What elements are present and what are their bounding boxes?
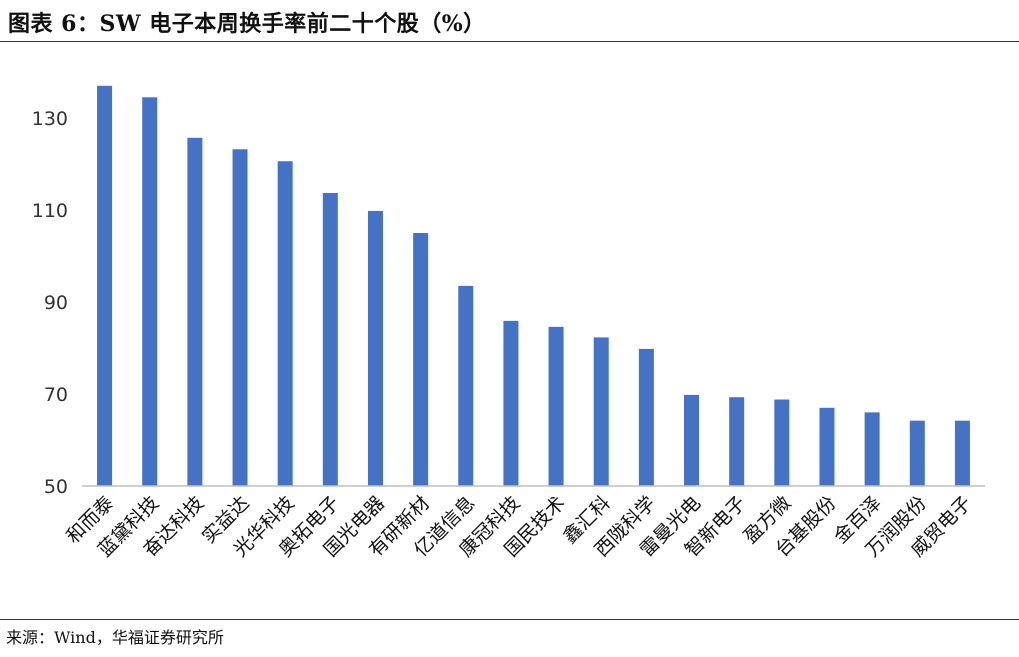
bar xyxy=(232,149,248,486)
bar xyxy=(819,407,835,486)
bar xyxy=(458,285,474,486)
y-tick-label: 90 xyxy=(44,292,68,314)
y-tick-label: 70 xyxy=(44,384,68,406)
bar xyxy=(503,320,519,486)
chart-title: 图表 6：SW 电子本周换手率前二十个股（%） xyxy=(8,11,486,37)
bar xyxy=(97,85,113,487)
bar xyxy=(367,210,383,487)
y-axis: 50 70 90 110 130 xyxy=(32,108,68,498)
bar xyxy=(729,397,745,486)
bar xyxy=(954,420,970,486)
bar xyxy=(548,326,564,486)
bar xyxy=(909,420,925,486)
footer-rule xyxy=(0,619,1019,620)
bar xyxy=(864,412,880,486)
bar xyxy=(774,399,790,486)
bar xyxy=(142,97,158,487)
x-axis-labels: 和而泰蓝黛科技奋达科技实益达光华科技奥拓电子国光电器有研新材亿道信息康冠科技国民… xyxy=(62,492,976,561)
bar-chart: 50 70 90 110 130 和而泰蓝黛科技奋达科技实益达光华科技奥拓电子国光电器有… xyxy=(32,85,985,561)
bar xyxy=(684,394,700,486)
bar xyxy=(593,337,609,486)
bar xyxy=(322,192,338,487)
y-tick-label: 50 xyxy=(44,476,68,498)
bar xyxy=(187,137,203,486)
title-rule xyxy=(0,41,1019,42)
source-note: 来源：Wind，华福证券研究所 xyxy=(6,628,224,647)
bars xyxy=(97,85,970,487)
bar xyxy=(413,233,429,486)
y-tick-label: 130 xyxy=(32,108,68,130)
bar xyxy=(638,348,654,486)
bar xyxy=(277,161,293,487)
y-tick-label: 110 xyxy=(32,200,68,222)
